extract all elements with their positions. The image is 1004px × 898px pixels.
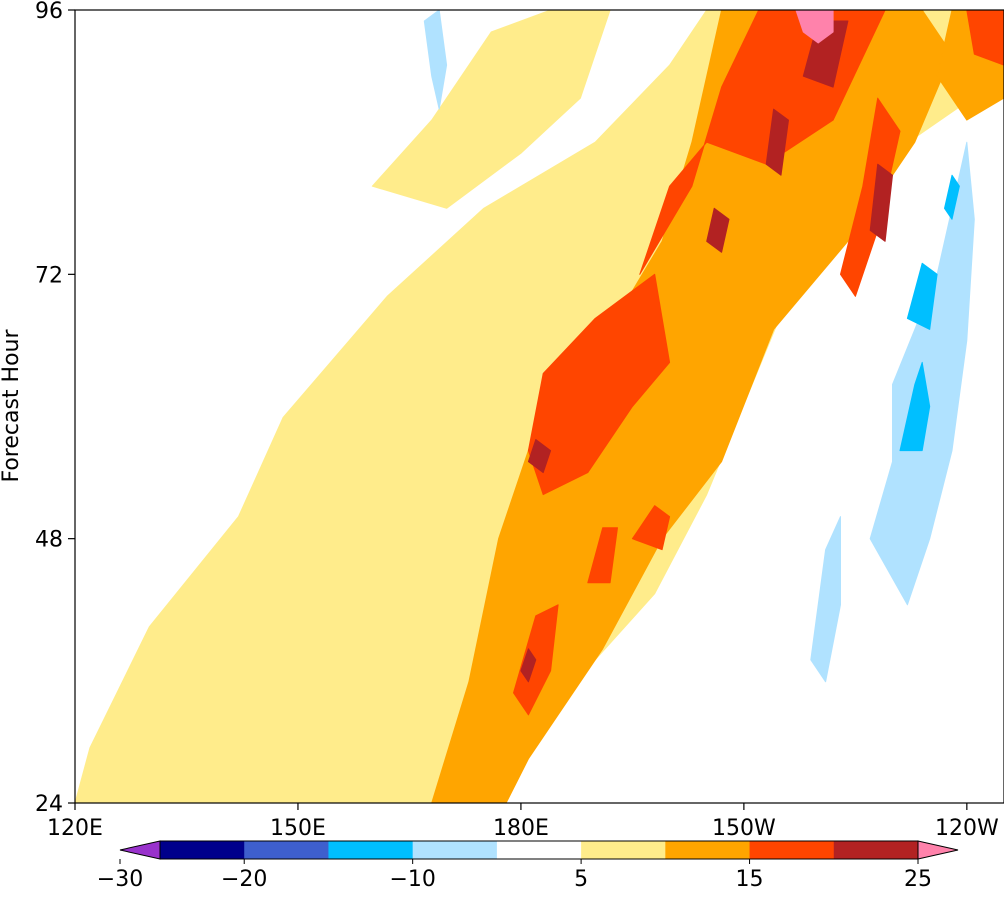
y-axis: 24 48 72 96: [35, 0, 75, 817]
colorbar-frame: [159, 840, 919, 860]
colorbar-tick-label: 25: [904, 867, 932, 892]
x-tick-label: 180E: [493, 816, 549, 841]
x-tick-label: 150E: [270, 816, 326, 841]
colorbar-segment: [581, 841, 666, 859]
colorbar-tick-label: 5: [574, 867, 588, 892]
colorbar-segment: [665, 841, 751, 859]
anomaly-region-19-negative: [810, 516, 841, 683]
colorbar-segment: [244, 841, 329, 859]
anomaly-region-16-positive: [520, 648, 537, 683]
anomaly-region-20-negative: [423, 10, 448, 110]
colorbar-tick-label: −10: [389, 867, 435, 892]
colorbar-segment: [749, 841, 835, 859]
anomaly-region-13-positive: [765, 108, 789, 176]
y-axis-label: Forecast Hour: [0, 329, 24, 483]
anomaly-region-8-positive: [631, 505, 671, 551]
anomaly-region-9-positive: [840, 97, 901, 297]
colorbar-segment: [160, 841, 245, 859]
y-tick-label: 96: [35, 0, 63, 24]
y-tick-label: 48: [35, 528, 63, 553]
anomaly-region-7-positive: [587, 527, 618, 584]
plot-area: [75, 10, 1004, 803]
anomaly-region-10-positive: [966, 10, 1004, 66]
colorbar-segment: [412, 841, 498, 859]
anomaly-region-4-positive: [527, 273, 671, 496]
anomaly-region-21-negative: [899, 361, 931, 452]
colorbar-under-extension: [119, 840, 161, 860]
anomaly-region-17-positive: [795, 10, 834, 44]
plot-frame: [74, 9, 1004, 804]
anomaly-regions: [75, 10, 1004, 803]
x-tick-label: 120W: [935, 816, 999, 841]
x-tick-label: 120E: [47, 816, 103, 841]
anomaly-region-12-positive: [706, 207, 730, 253]
x-axis: 120E 150E 180E 150W 120W: [47, 803, 999, 841]
colorbar: −30 −20 −10 5 15 25: [97, 840, 959, 892]
anomaly-region-23-negative: [944, 174, 960, 220]
anomaly-region-15-positive: [869, 163, 893, 242]
y-tick-label: 72: [35, 263, 63, 288]
anomaly-region-1-positive: [371, 10, 611, 209]
anomaly-region-11-positive: [527, 439, 552, 474]
colorbar-tick-label: 15: [736, 867, 764, 892]
colorbar-over-extension: [917, 840, 959, 860]
colorbar-tick-label: −20: [221, 867, 267, 892]
anomaly-region-22-negative: [906, 262, 938, 330]
y-tick-label: 24: [35, 792, 63, 817]
colorbar-segment: [496, 841, 582, 859]
colorbar-segment: [328, 841, 414, 859]
colorbar-segment: [833, 841, 919, 859]
colorbar-tick-label: −30: [97, 867, 143, 892]
x-tick-label: 150W: [712, 816, 776, 841]
